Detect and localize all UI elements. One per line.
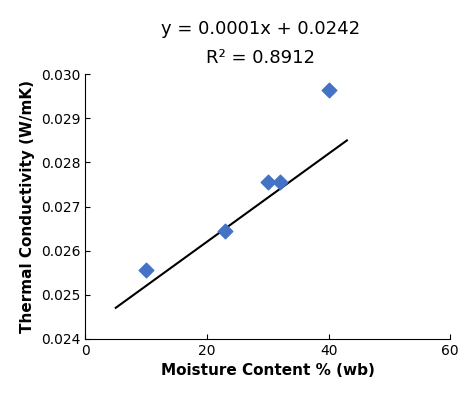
Point (264, 179, 272, 185)
Point (142, 267, 150, 274)
Text: y = 0.0001x + 0.0242: y = 0.0001x + 0.0242 (161, 20, 360, 38)
Y-axis label: Thermal Conductivity (W/mK): Thermal Conductivity (W/mK) (20, 80, 36, 333)
X-axis label: Moisture Content % (wb): Moisture Content % (wb) (161, 363, 375, 378)
Point (276, 179, 284, 185)
Point (221, 228, 229, 234)
Text: R² = 0.8912: R² = 0.8912 (206, 49, 315, 67)
Point (325, 86, 332, 93)
